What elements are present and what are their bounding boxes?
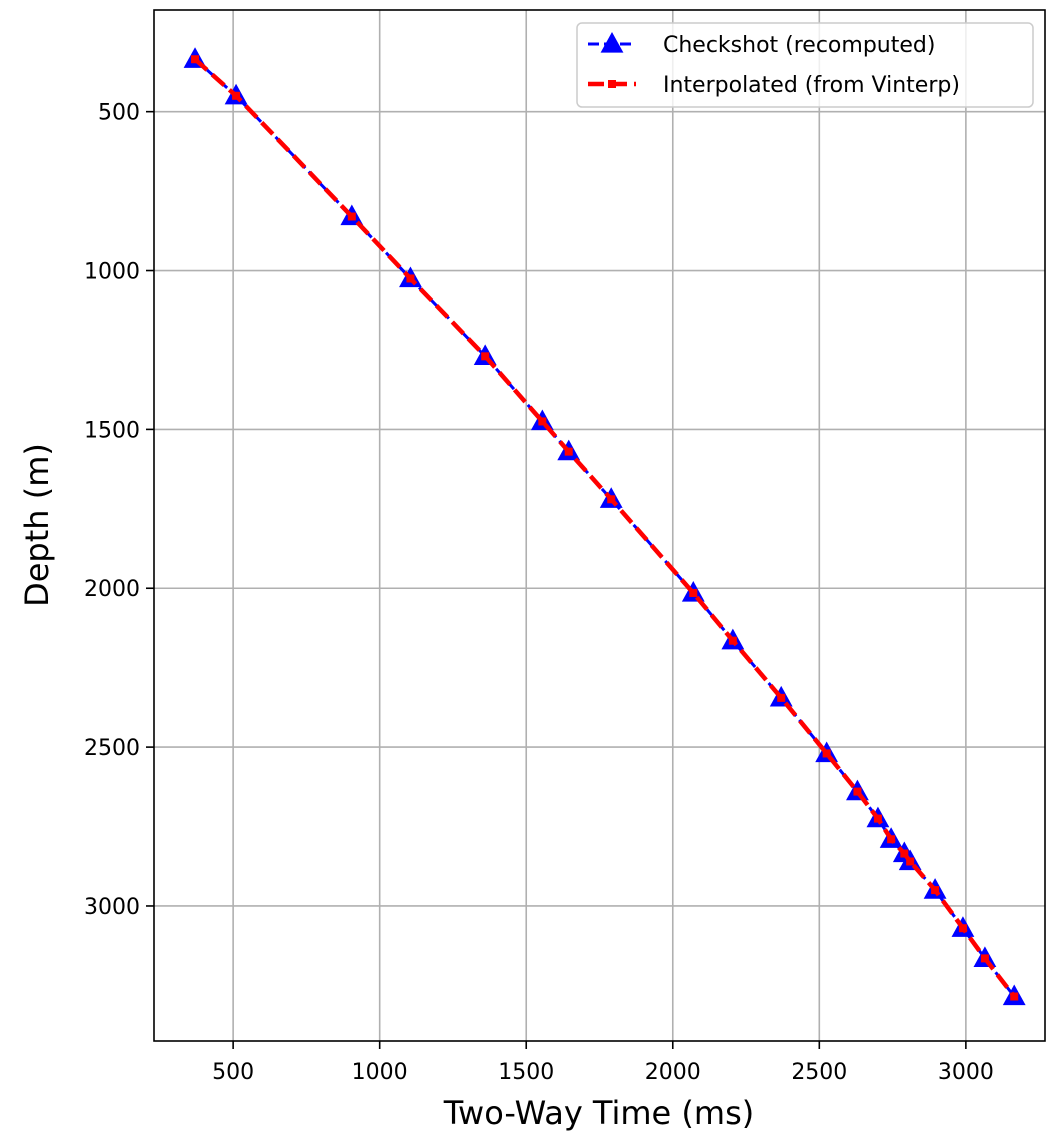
y-tick-label: 500: [98, 101, 140, 126]
interpolated-point: [777, 693, 786, 702]
interpolated-point: [538, 417, 547, 426]
legend-triangle-marker: [600, 32, 624, 53]
interpolated-point: [887, 835, 896, 844]
series-0: [183, 47, 1026, 1006]
interpolated-point: [728, 636, 737, 645]
interpolated-point: [906, 857, 915, 866]
y-tick-label: 1000: [84, 260, 140, 285]
legend-label: Checkshot (recomputed): [663, 33, 935, 58]
interpolated-point: [822, 749, 831, 758]
y-tick-label: 3000: [84, 895, 140, 920]
legend-box: [576, 22, 1034, 108]
interpolated-point: [347, 212, 356, 221]
interpolated-point: [958, 924, 967, 933]
legend-square-marker: [608, 80, 616, 88]
x-tick-label: 500: [212, 1060, 254, 1085]
interpolated-point: [481, 352, 490, 361]
y-tick-label: 2000: [84, 577, 140, 602]
plot-frame: [153, 9, 1046, 1042]
interpolated-point: [564, 447, 573, 456]
grid-lines: [154, 10, 1045, 1041]
legend-label: Interpolated (from Vinterp): [663, 73, 960, 98]
y-tick-label: 1500: [84, 418, 140, 443]
interpolated-point: [1010, 992, 1019, 1001]
y-tick-label: 2500: [84, 736, 140, 761]
x-tick-label: 2500: [791, 1060, 847, 1085]
x-axis-title: Two-Way Time (ms): [443, 1094, 754, 1132]
interpolated-point: [900, 849, 909, 858]
interpolated-point: [980, 954, 989, 963]
x-tick-label: 1000: [352, 1060, 408, 1085]
x-tick-label: 2000: [645, 1060, 701, 1085]
series-line: [193, 57, 1017, 998]
y-axis-title: Depth (m): [18, 443, 56, 607]
interpolated-point: [853, 787, 862, 796]
x-tick-label: 3000: [938, 1060, 994, 1085]
x-tick-label: 1500: [498, 1060, 554, 1085]
axis-ticks: 500 1000 1500 2000 2500 3000 500 1000 1500 2000 25…: [84, 101, 994, 1085]
interpolated-point: [406, 274, 415, 283]
series-layer: [183, 47, 1026, 1006]
interpolated-point: [191, 55, 200, 64]
interpolated-point: [232, 91, 241, 100]
interpolated-point: [931, 886, 940, 895]
series-line: [194, 58, 1016, 998]
series-1: [191, 55, 1019, 1001]
interpolated-point: [689, 589, 698, 598]
interpolated-point: [607, 495, 616, 504]
legend: Checkshot (recomputed) Interpolated (from…: [576, 22, 1034, 108]
interpolated-point: [873, 814, 882, 823]
